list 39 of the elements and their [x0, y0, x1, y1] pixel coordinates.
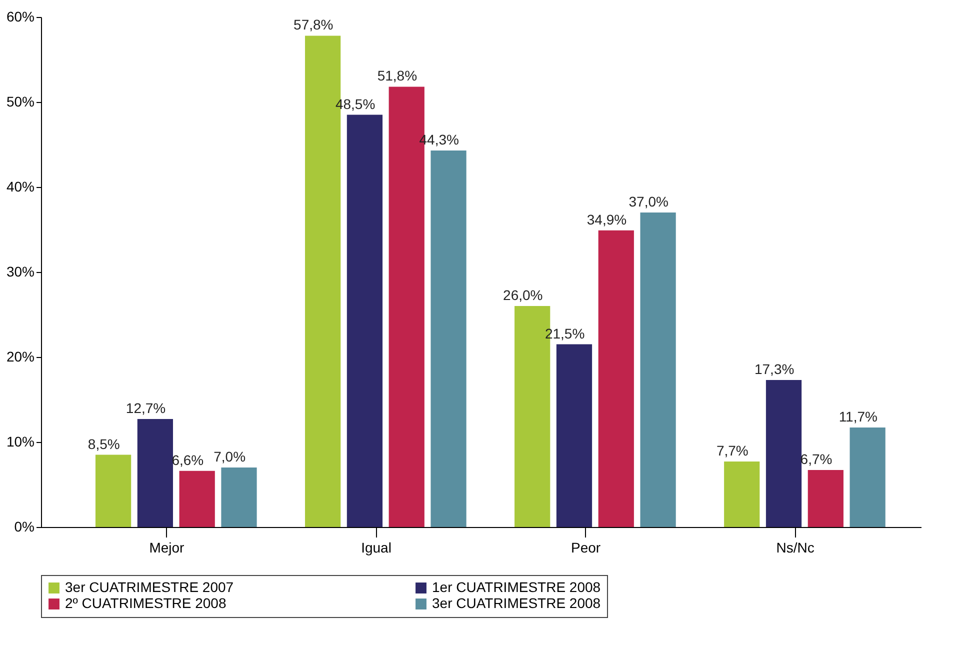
legend-label: 1er CUATRIMESTRE 2008: [432, 579, 601, 595]
x-tick-label: Peor: [570, 540, 601, 556]
bar: [221, 468, 257, 527]
data-label: 34,9%: [586, 211, 627, 228]
bar: [808, 470, 844, 527]
bar: [766, 380, 802, 527]
data-label: 12,7%: [126, 400, 166, 416]
bar: [95, 454, 132, 527]
bar: [724, 462, 760, 527]
data-label: 11,7%: [838, 408, 878, 425]
data-label: 17,3%: [754, 360, 794, 377]
y-tick-label: 60%: [6, 8, 34, 24]
legend-label: 3er CUATRIMESTRE 2008: [432, 595, 601, 611]
y-tick-label: 10%: [6, 434, 34, 450]
bar: [640, 212, 676, 527]
bar: [179, 470, 215, 527]
y-tick-label: 0%: [14, 518, 34, 534]
data-label: 37,0%: [628, 194, 668, 210]
y-tick-label: 50%: [6, 94, 34, 110]
data-label: 51,8%: [377, 68, 418, 84]
data-label: 57,8%: [294, 16, 334, 33]
data-label: 26,0%: [503, 287, 543, 303]
data-label: 7,7%: [716, 442, 748, 459]
bar: [598, 230, 634, 527]
data-label: 8,5%: [88, 436, 120, 452]
bar: [850, 428, 886, 527]
y-tick-label: 20%: [6, 348, 34, 364]
bar: [346, 114, 383, 527]
bar: [430, 150, 466, 527]
bar: [556, 344, 592, 527]
x-tick-label: Ns/Nc: [776, 540, 814, 556]
legend-label: 2º CUATRIMESTRE 2008: [65, 595, 226, 611]
bar: [137, 419, 173, 527]
x-tick-label: Mejor: [149, 540, 185, 556]
legend-label: 3er CUATRIMESTRE 2007: [65, 579, 234, 595]
data-label: 7,0%: [214, 448, 246, 464]
x-tick-label: Igual: [361, 540, 392, 556]
y-tick-label: 40%: [6, 178, 34, 194]
y-tick-label: 30%: [6, 264, 34, 280]
